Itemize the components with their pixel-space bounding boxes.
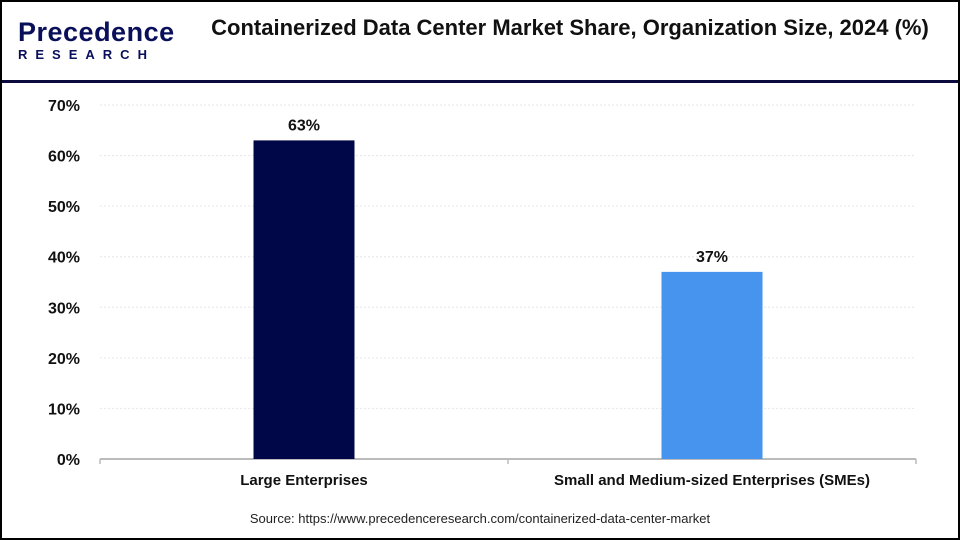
x-tick-label: Small and Medium-sized Enterprises (SMEs…: [554, 472, 870, 489]
logo-wordmark: Precedence: [18, 17, 175, 47]
y-tick-label: 60%: [48, 149, 80, 166]
bar: [253, 140, 355, 459]
bar: [661, 271, 763, 459]
y-tick-label: 10%: [48, 401, 80, 418]
y-tick-label: 70%: [48, 98, 80, 115]
source-note: Source: https://www.precedenceresearch.c…: [249, 511, 711, 526]
logo: Precedence RESEARCH: [18, 18, 175, 62]
y-tick-label: 50%: [48, 199, 80, 216]
y-tick-label: 40%: [48, 250, 80, 267]
chart-title: Containerized Data Center Market Share, …: [211, 15, 929, 40]
y-tick-label: 0%: [57, 452, 80, 469]
logo-subtitle: RESEARCH: [18, 47, 155, 62]
header-divider: [2, 80, 958, 83]
data-label: 63%: [288, 117, 320, 134]
data-label: 37%: [696, 249, 728, 266]
y-tick-label: 30%: [48, 300, 80, 317]
x-tick-label: Large Enterprises: [240, 472, 368, 489]
y-tick-label: 20%: [48, 351, 80, 368]
